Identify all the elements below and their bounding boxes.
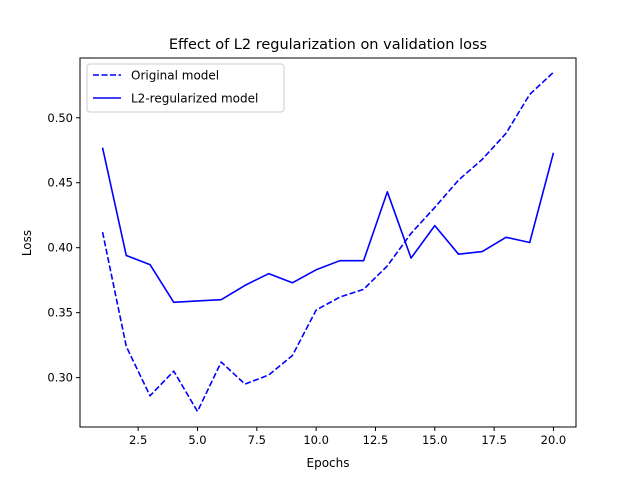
- legend-label-original: Original model: [131, 69, 219, 83]
- series-line-original: [101, 71, 554, 413]
- y-tick-label: 0.40: [47, 241, 73, 255]
- x-tick-label: 20.0: [541, 433, 567, 447]
- x-tick-label: 10.0: [303, 433, 329, 447]
- series-layer: [101, 71, 555, 413]
- x-tick-label: 2.5: [129, 433, 147, 447]
- y-axis-label: Loss: [20, 230, 34, 256]
- chart-title: Effect of L2 regularization on validatio…: [169, 37, 487, 53]
- y-axis-ticks: 0.30 0.35 0.40 0.45 0.50: [47, 111, 80, 385]
- y-tick-label: 0.45: [47, 176, 73, 190]
- x-tick-label: 7.5: [248, 433, 266, 447]
- x-tick-label: 12.5: [363, 433, 389, 447]
- x-tick-label: 17.5: [481, 433, 507, 447]
- x-tick-label: 15.0: [422, 433, 448, 447]
- legend-label-l2: L2-regularized model: [131, 92, 258, 106]
- legend: Original model L2-regularized model: [86, 63, 285, 113]
- x-axis-label: Epochs: [307, 456, 350, 470]
- y-tick-label: 0.30: [47, 371, 73, 385]
- y-tick-label: 0.35: [47, 306, 73, 320]
- series-line-l2: [101, 147, 555, 304]
- y-tick-label: 0.50: [47, 111, 73, 125]
- legend-box: [86, 63, 285, 113]
- plot-area: [79, 57, 577, 428]
- x-tick-label: 5.0: [188, 433, 206, 447]
- x-axis-ticks: 2.5 5.0 7.5 10.0 12.5 15.0 17.5 20.0: [129, 427, 566, 447]
